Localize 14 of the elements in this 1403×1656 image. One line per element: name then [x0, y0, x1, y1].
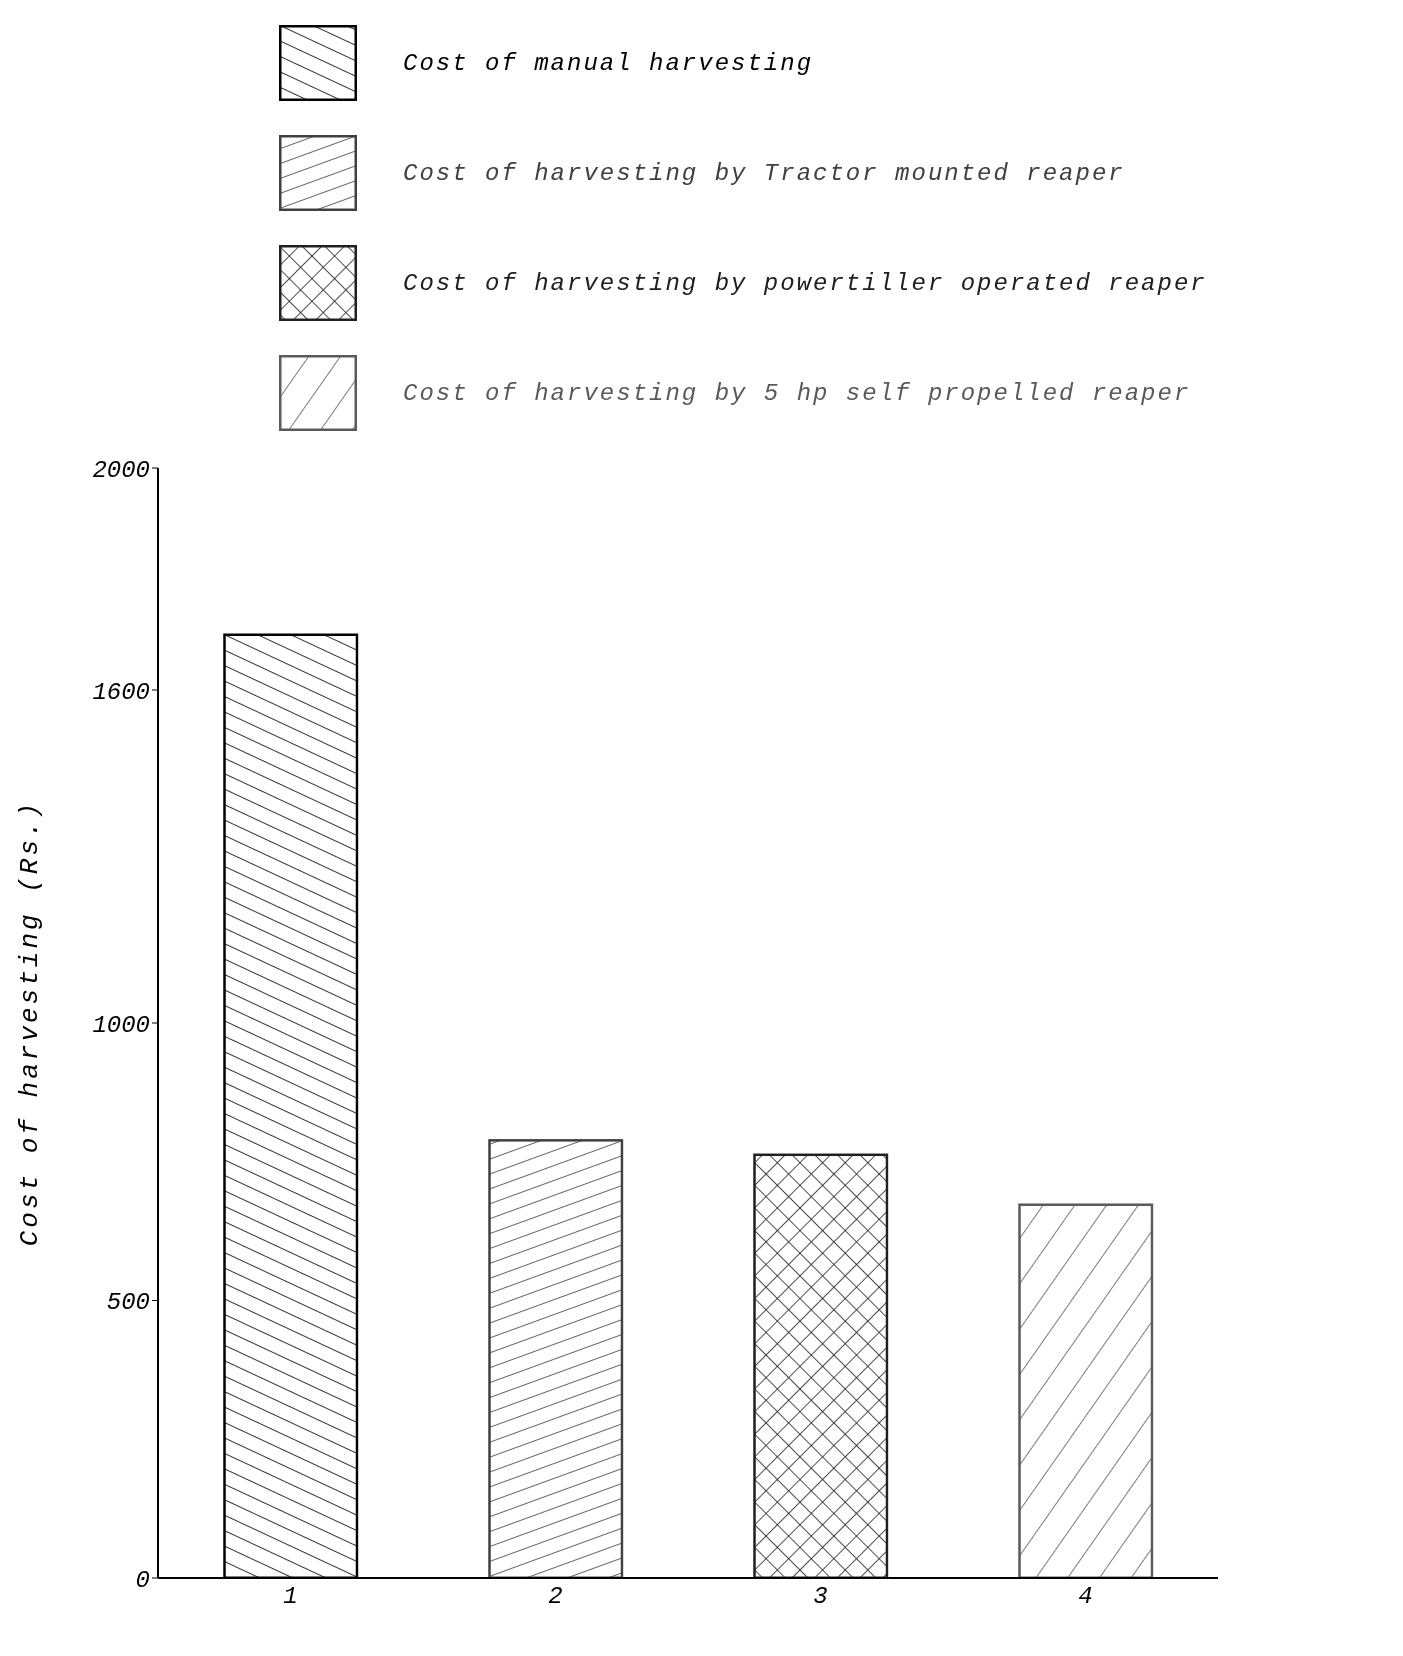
- y-tick-label: 1000: [92, 1011, 150, 1039]
- x-tick-label: 3: [813, 1583, 828, 1611]
- y-tick-label: 500: [106, 1289, 150, 1317]
- y-axis-title: Cost of harvesting (Rs.): [15, 799, 46, 1247]
- y-tick-label: 2000: [92, 456, 150, 484]
- text: Cost of harvesting by powertiller operated reaper: [403, 269, 1207, 297]
- text: Cost of manual harvesting: [403, 49, 814, 77]
- x-tick-label: 4: [1078, 1583, 1093, 1611]
- y-tick-label: 1600: [92, 678, 150, 706]
- text: Cost of harvesting by 5 hp self propelled reaper: [403, 379, 1191, 407]
- text: Cost of harvesting by Tractor mounted reaper: [403, 159, 1125, 187]
- x-tick-label: 2: [548, 1583, 563, 1611]
- x-tick-label: 1: [283, 1583, 298, 1611]
- y-tick-label: 0: [135, 1566, 150, 1594]
